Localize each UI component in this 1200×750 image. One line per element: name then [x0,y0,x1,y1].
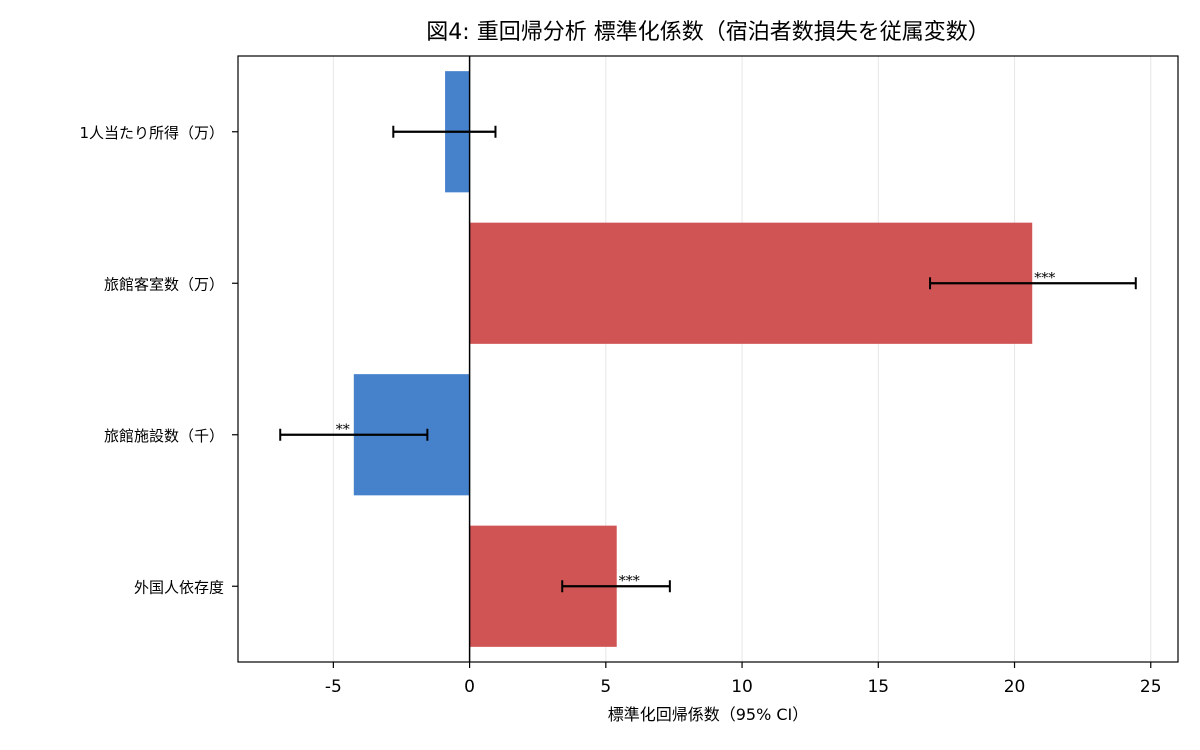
bars [353,71,1033,647]
x-tick-label: 15 [867,677,889,697]
y-axis-ticks: 1人当たり所得（万） 旅館客室数（万） 旅館施設数（千） 外国人依存度 [79,124,238,596]
x-tick-label: 10 [731,677,753,697]
x-tick-label: 5 [600,677,611,697]
x-tick-label: -5 [325,677,342,697]
y-tick-label: 1人当たり所得（万） [79,124,224,142]
y-tick-label: 旅館客室数（万） [104,275,224,293]
significance-label: *** [1034,270,1055,286]
significance-label: ** [336,422,350,438]
significance-labels: ******** [336,270,1055,589]
chart-title: 図4: 重回帰分析 標準化係数（宿泊者数損失を従属変数） [426,20,990,45]
plot-frame [237,55,1179,663]
x-tick-label: 25 [1140,677,1162,697]
y-tick-label: 旅館施設数（千） [104,427,224,445]
x-axis-title: 標準化回帰係数（95% CI） [608,705,809,724]
x-tick-label: 20 [1004,677,1026,697]
x-tick-label: 0 [464,677,475,697]
y-tick-label: 外国人依存度 [134,578,224,596]
x-axis-ticks: -5 0 5 10 15 20 25 [325,662,1162,697]
significance-label: *** [619,573,640,589]
error-bars [279,125,1137,593]
